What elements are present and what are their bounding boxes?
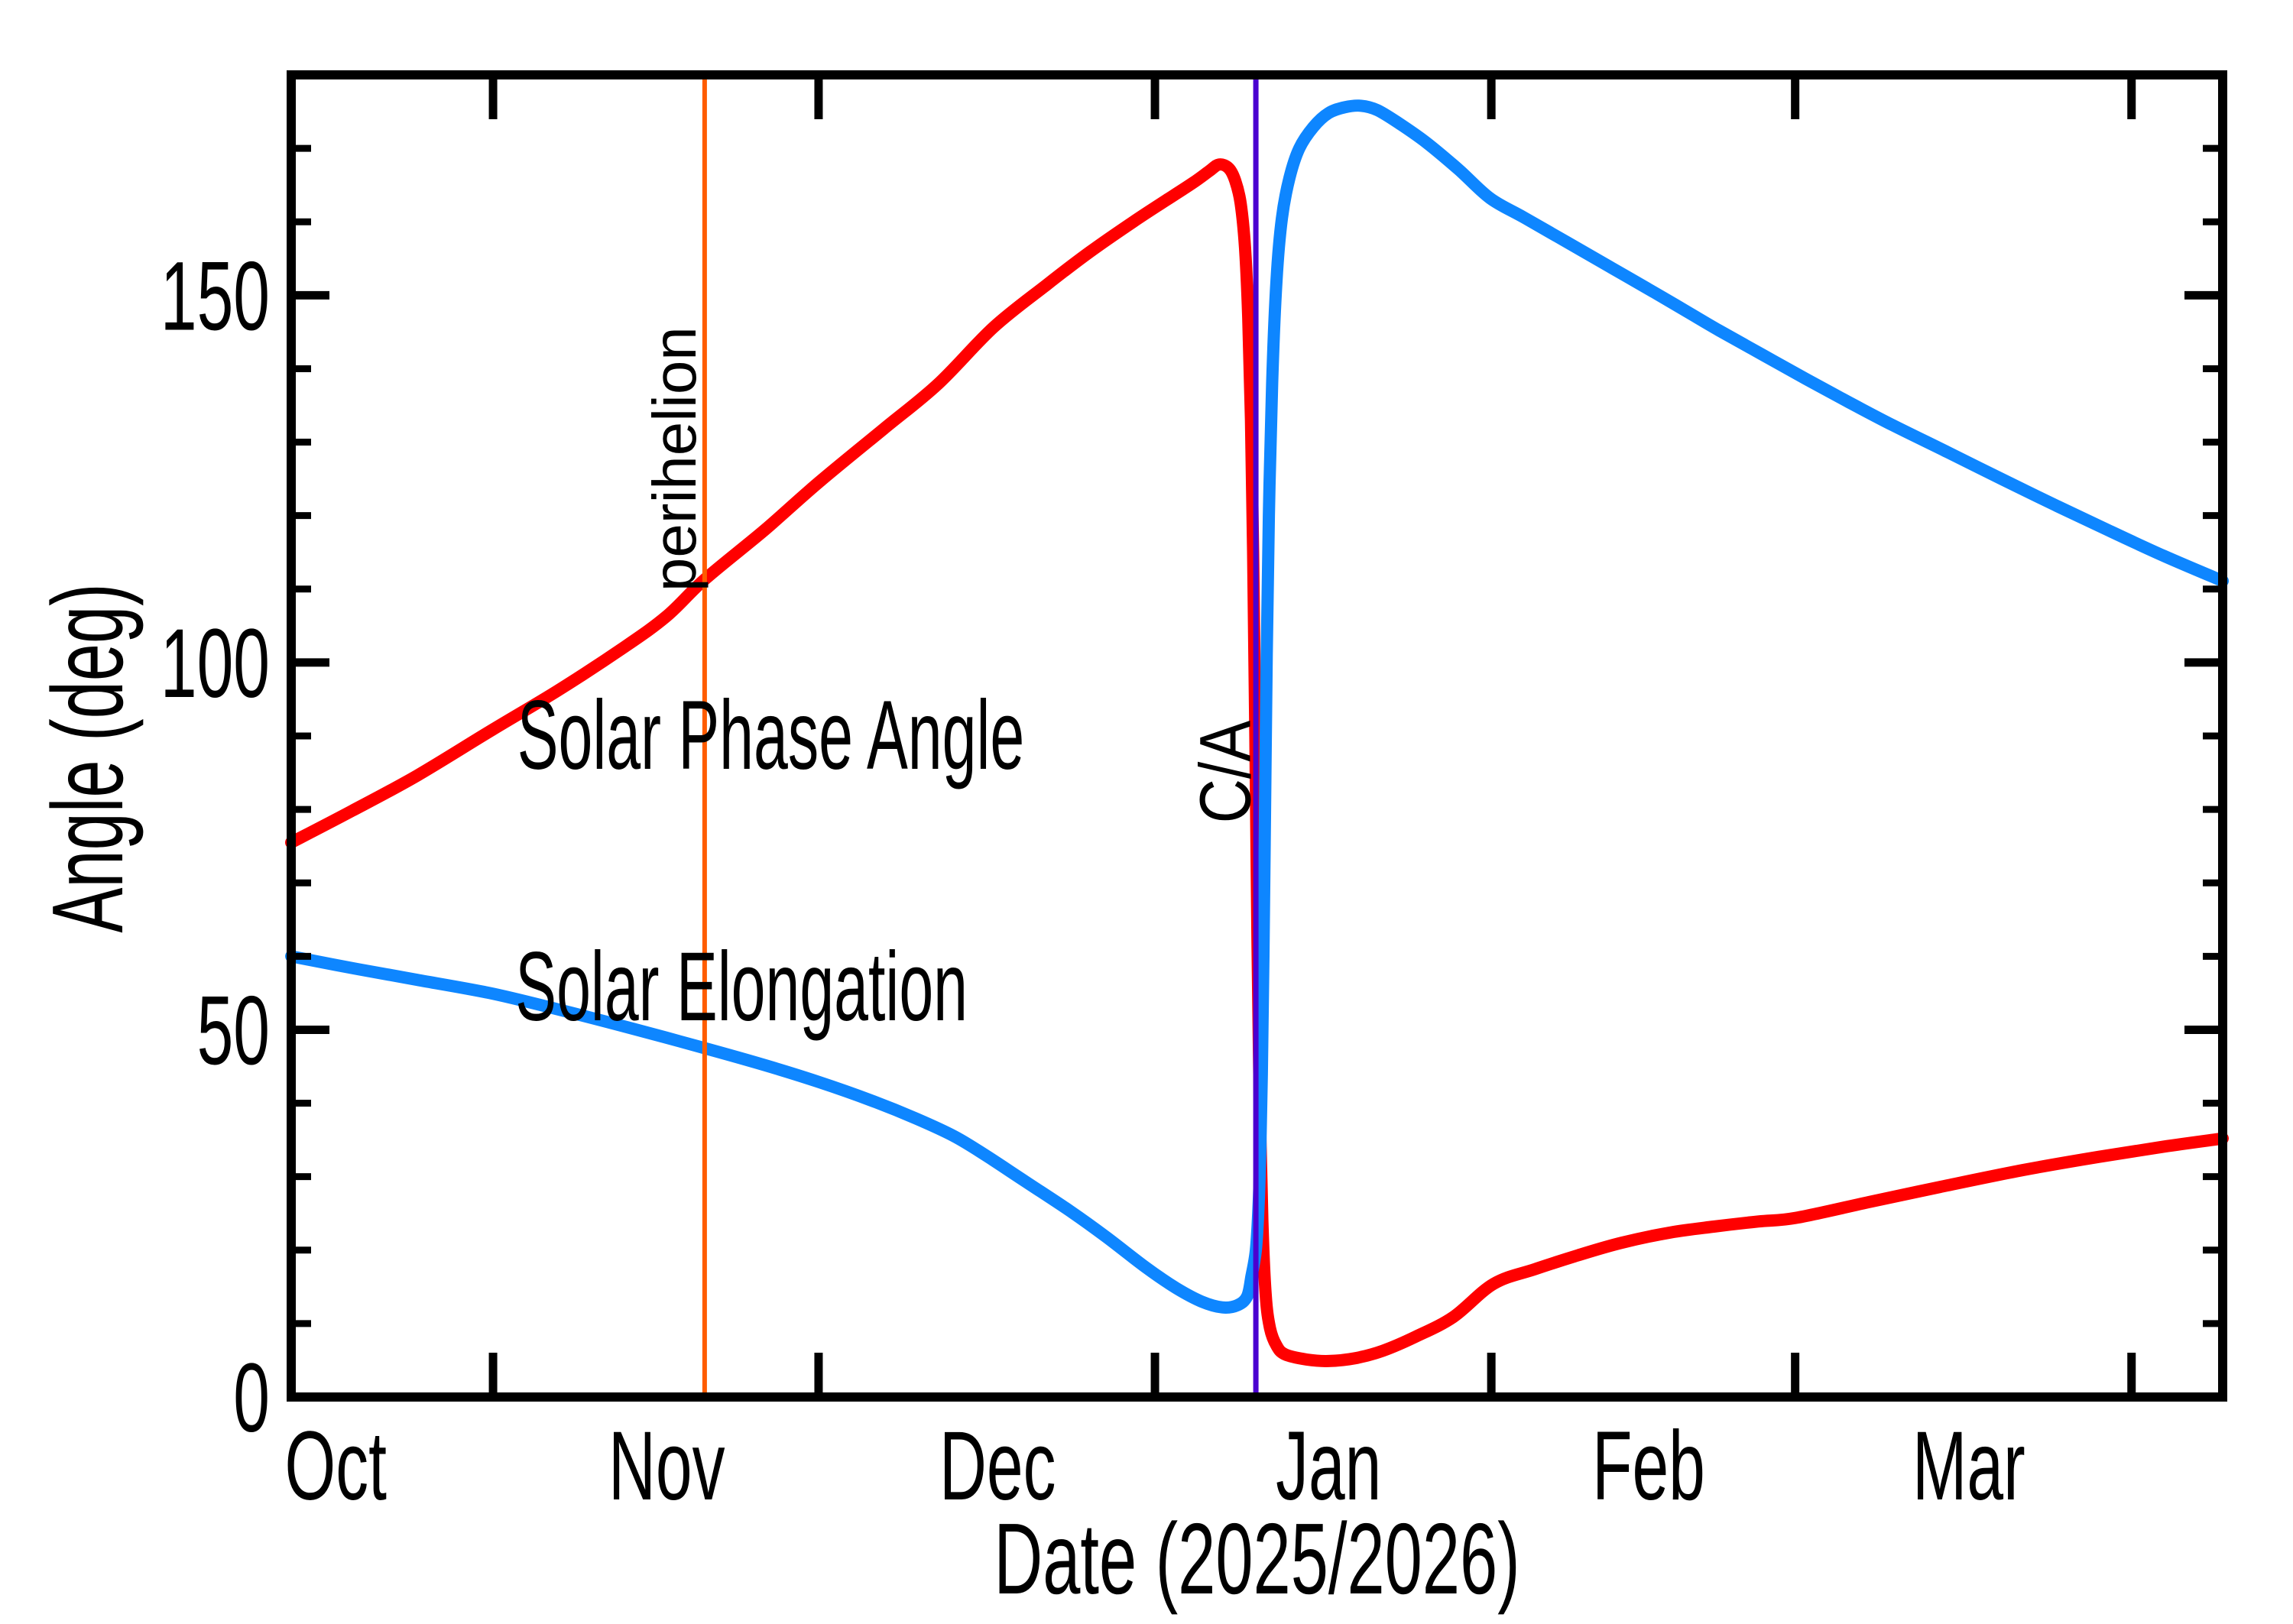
series-label-solar-phase-angle: Solar Phase Angle	[517, 680, 1024, 790]
axes-group	[287, 70, 2227, 1402]
y-tick-label-100: 100	[161, 609, 270, 718]
y-tick-label-50: 50	[197, 976, 270, 1085]
y-axis-title: Angle (deg)	[31, 583, 144, 932]
x-tick-label-jan: Jan	[1276, 1412, 1381, 1521]
y-tick-label-150: 150	[161, 241, 270, 351]
x-tick-label-feb: Feb	[1592, 1412, 1705, 1521]
tick-labels-group: Oct Nov Dec Jan Feb Mar 0 50 100 150	[161, 241, 2025, 1521]
y-tick-label-0: 0	[233, 1344, 270, 1453]
x-tick-label-dec: Dec	[939, 1412, 1056, 1521]
x-tick-label-oct: Oct	[284, 1412, 386, 1521]
x-tick-label-mar: Mar	[1912, 1412, 2025, 1521]
x-tick-label-nov: Nov	[608, 1412, 725, 1521]
event-label-close-approach: C/A	[1184, 721, 1266, 824]
event-label-perihelion: perihelion	[641, 326, 709, 592]
series-path-solar-elongation	[285, 99, 2229, 1314]
series-label-solar-elongation: Solar Elongation	[515, 932, 968, 1042]
x-axis-title: Date (2025/2026)	[994, 1502, 1519, 1615]
event-lines-group	[702, 75, 1259, 1397]
